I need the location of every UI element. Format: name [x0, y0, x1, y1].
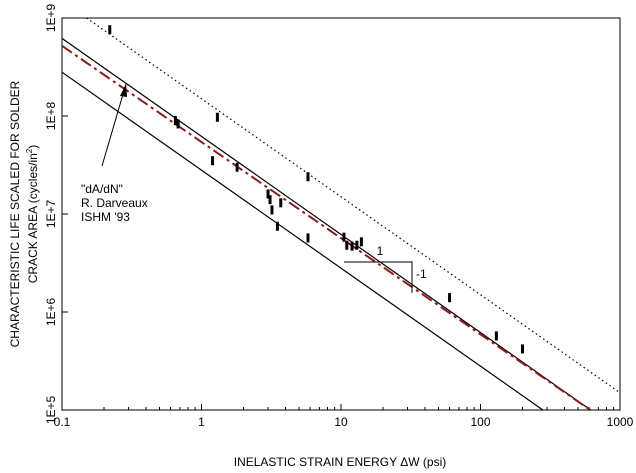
slope-triangle-lines	[344, 261, 413, 293]
data-point	[268, 195, 272, 205]
x-axis-label: INELASTIC STRAIN ENERGY ΔW (psi)	[234, 455, 447, 469]
x-tick-label: 0.1	[54, 415, 71, 429]
y-tick-label: 1E+7	[44, 199, 58, 228]
y-tick-label: 1E+9	[44, 3, 58, 32]
data-point	[494, 331, 498, 341]
slope-rise-label: -1	[416, 267, 427, 281]
y-tick-label-group: 1E+7	[44, 199, 58, 228]
x-tick-label: 1000	[607, 415, 634, 429]
y-tick-label-group: 1E+6	[44, 297, 58, 326]
y-axis-label-2: CRACK AREA (cycles/in2)	[25, 145, 40, 284]
line-fit-dashdot	[62, 45, 593, 410]
x-tick-label: 10	[334, 415, 348, 429]
data-point	[275, 221, 279, 231]
x-tick-label: 1	[198, 415, 205, 429]
plot-area	[61, 17, 621, 411]
y-axis-label: CHARACTERISTIC LIFE SCALED FOR SOLDER	[8, 80, 22, 347]
y-tick-label: 1E+5	[44, 395, 58, 424]
y-axis-label-line-2-sup: 2	[25, 148, 34, 153]
data-point	[355, 240, 359, 250]
y-axis-label-line-2-pre: CRACK AREA (cycles/in	[26, 153, 40, 283]
y-axis-ticks: 1E+5 1E+6 1E+7 1E+8 1E+9	[44, 3, 68, 424]
fit-lines	[62, 18, 620, 410]
data-point	[359, 237, 363, 247]
data-point	[342, 232, 346, 242]
data-point	[520, 344, 524, 354]
line-lower-solid	[62, 71, 544, 410]
y-tick-label-group: 1E+8	[44, 101, 58, 130]
data-points	[108, 25, 524, 354]
line-upper-solid	[62, 37, 592, 410]
annotation-line-2: R. Darveaux	[81, 196, 148, 210]
data-point	[350, 241, 354, 251]
data-point	[448, 293, 452, 303]
slope-triangle: 1 -1	[344, 244, 427, 293]
data-point	[108, 25, 112, 35]
data-point	[306, 233, 310, 243]
y-axis-label-line-2-post: )	[26, 145, 40, 149]
data-point	[266, 189, 270, 199]
annotation-arrow-shaft	[101, 83, 127, 167]
x-tick-label: 100	[470, 415, 490, 429]
y-axis-label-line-1: CHARACTERISTIC LIFE SCALED FOR SOLDER	[8, 80, 22, 347]
y-tick-label-group: 1E+9	[44, 3, 58, 32]
annotation-line-3: ISHM '93	[81, 210, 130, 224]
y-tick-label: 1E+8	[44, 101, 58, 130]
y-axis-label-line-2: CRACK AREA (cycles/in2)	[25, 145, 40, 284]
y-tick-label-group: 1E+5	[44, 395, 58, 424]
annotation-arrow-head	[120, 84, 127, 97]
data-point	[279, 198, 283, 208]
line-dotted-bound	[86, 18, 620, 394]
darveaux-annotation: "dA/dN" R. Darveaux ISHM '93	[81, 83, 148, 224]
data-point	[173, 115, 177, 125]
y-tick-label: 1E+6	[44, 297, 58, 326]
data-point	[215, 112, 219, 122]
slope-run-label: 1	[377, 244, 384, 258]
data-point	[176, 119, 180, 129]
annotation-line-1: "dA/dN"	[81, 182, 123, 196]
data-point	[345, 240, 349, 250]
data-point	[211, 156, 215, 166]
data-point	[270, 205, 274, 215]
data-point	[306, 172, 310, 182]
x-axis-ticks: 0.1 1 10 100 1000	[54, 404, 634, 429]
data-point	[235, 162, 239, 172]
